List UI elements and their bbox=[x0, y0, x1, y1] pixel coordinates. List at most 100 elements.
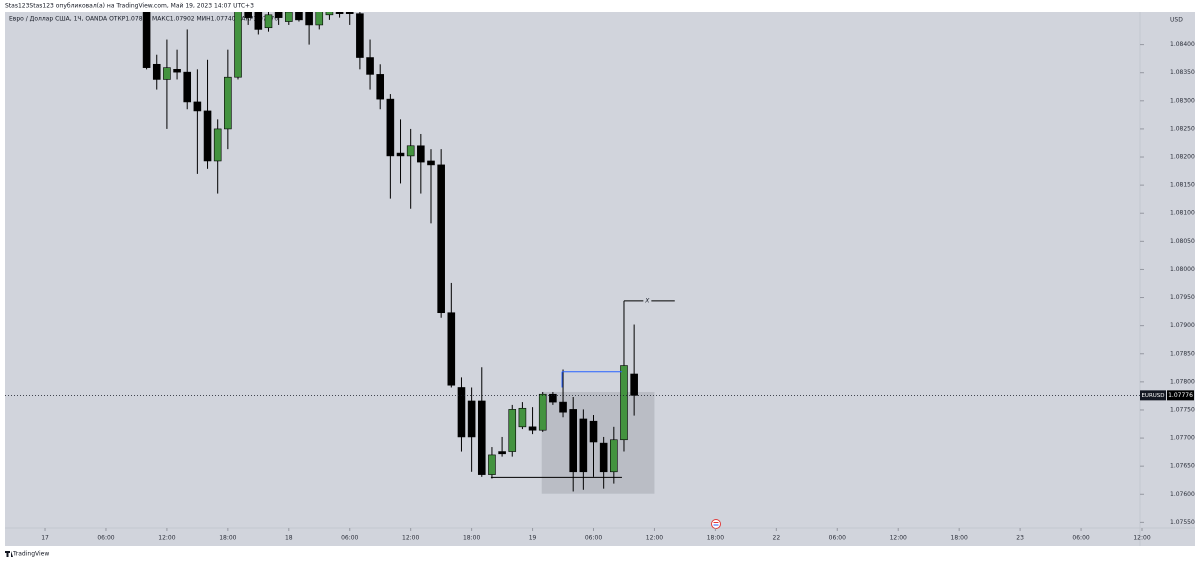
x-tick-label: 12:00 bbox=[890, 535, 907, 542]
candle-body bbox=[549, 393, 557, 403]
candle-body bbox=[447, 312, 456, 386]
logo bbox=[5, 551, 13, 557]
candle-body bbox=[234, 12, 242, 78]
x-tick-label: 06:00 bbox=[341, 535, 358, 542]
x-tick-label: 19 bbox=[529, 535, 537, 542]
candle-body bbox=[325, 12, 334, 16]
candle-body bbox=[274, 12, 283, 18]
x-tick-label: 12:00 bbox=[646, 535, 663, 542]
candle-body bbox=[630, 373, 638, 396]
candle-body bbox=[315, 12, 324, 26]
candle-body bbox=[579, 418, 588, 473]
candle-body bbox=[477, 400, 486, 475]
x-tick-label: 06:00 bbox=[585, 535, 602, 542]
x-tick-label: 18:00 bbox=[219, 535, 236, 542]
y-tick-label: 1.08350 bbox=[1170, 69, 1195, 76]
y-tick-label: 1.07650 bbox=[1170, 463, 1195, 470]
x-tick-label: 18:00 bbox=[951, 535, 968, 542]
candle-body bbox=[427, 160, 435, 166]
candle-body bbox=[599, 442, 608, 473]
symbol-label-bg bbox=[1140, 390, 1166, 401]
price-unit: USD bbox=[1170, 17, 1183, 24]
candle-body bbox=[356, 13, 364, 58]
candle-body bbox=[559, 401, 567, 413]
candle-body bbox=[406, 145, 415, 157]
candle-body bbox=[376, 74, 385, 100]
chart-title: Stas123Stas123 опубликовал(а) на Trading… bbox=[5, 3, 254, 10]
candle-body bbox=[193, 101, 202, 112]
candle-body bbox=[620, 365, 628, 441]
event-flag bbox=[711, 519, 721, 529]
plot: X bbox=[142, 12, 675, 494]
x-tick-label: 12:00 bbox=[402, 535, 419, 542]
zone-rectangle bbox=[541, 391, 655, 494]
candle-body bbox=[569, 409, 577, 473]
candle-body bbox=[173, 69, 181, 73]
candle-body bbox=[284, 12, 293, 22]
y-tick-label: 1.08100 bbox=[1170, 210, 1195, 217]
y-tick-label: 1.07700 bbox=[1170, 435, 1195, 442]
x-tick-label: 06:00 bbox=[829, 535, 846, 542]
candle-body bbox=[386, 98, 395, 157]
annotation-bg bbox=[643, 296, 652, 305]
candle-body bbox=[345, 12, 354, 14]
candle-body bbox=[213, 128, 222, 162]
candle-body bbox=[224, 76, 232, 130]
x-tick-label: 06:00 bbox=[97, 535, 114, 542]
x-tick-label: 18:00 bbox=[463, 535, 480, 542]
candle-body bbox=[396, 152, 405, 157]
candle-body bbox=[142, 12, 151, 68]
candle-body bbox=[437, 164, 445, 314]
candle-body bbox=[163, 67, 171, 80]
y-tick-label: 1.07950 bbox=[1170, 294, 1195, 301]
candle-body bbox=[366, 57, 374, 75]
y-tick-label: 1.08000 bbox=[1170, 266, 1195, 273]
candle-body bbox=[518, 407, 527, 428]
y-tick-label: 1.08200 bbox=[1170, 154, 1195, 161]
candle-body bbox=[335, 12, 344, 14]
x-tick-label: 12:00 bbox=[1133, 535, 1150, 542]
x-tick-label: 17 bbox=[41, 535, 49, 542]
candle-body bbox=[254, 12, 263, 30]
x-tick-label: 23 bbox=[1016, 535, 1024, 542]
candle-body bbox=[528, 426, 537, 431]
candle-body bbox=[457, 387, 466, 438]
y-tick-label: 1.08250 bbox=[1170, 125, 1195, 132]
x-tick-label: 12:00 bbox=[158, 535, 175, 542]
price-label: 1.07776 bbox=[1168, 392, 1193, 399]
x-tick-label: 18 bbox=[285, 535, 293, 542]
y-tick-label: 1.08150 bbox=[1170, 182, 1195, 189]
y-tick-label: 1.07750 bbox=[1170, 406, 1195, 413]
y-tick-label: 1.07850 bbox=[1170, 350, 1195, 357]
event-icon-stripe bbox=[713, 522, 719, 523]
watermark: TradingView bbox=[5, 551, 49, 558]
y-tick-label: 1.07600 bbox=[1170, 491, 1195, 498]
candle-body bbox=[264, 14, 273, 29]
candle-body bbox=[417, 145, 425, 163]
candle-body bbox=[295, 12, 303, 21]
candle-body bbox=[538, 393, 547, 431]
candle-body bbox=[305, 12, 313, 26]
candle-body bbox=[589, 420, 598, 443]
event-icon-stripe bbox=[713, 524, 719, 526]
annotation-text: X bbox=[644, 297, 650, 304]
y-tick-label: 1.07900 bbox=[1170, 322, 1195, 329]
x-tick-label: 06:00 bbox=[1072, 535, 1089, 542]
x-tick-label: 18:00 bbox=[707, 535, 724, 542]
candle-body bbox=[610, 439, 618, 473]
watermark-text: TradingView bbox=[12, 551, 49, 558]
candle-body bbox=[498, 451, 506, 455]
candle-body bbox=[203, 110, 212, 162]
candle-body bbox=[508, 409, 517, 452]
candle-body bbox=[152, 63, 161, 80]
time-axis-background bbox=[5, 528, 1195, 546]
candle-body bbox=[488, 454, 496, 475]
event-icon bbox=[711, 519, 721, 529]
y-tick-label: 1.08050 bbox=[1170, 238, 1195, 245]
y-tick-label: 1.08400 bbox=[1170, 41, 1195, 48]
y-tick-label: 1.07550 bbox=[1170, 519, 1195, 526]
candle-body bbox=[467, 400, 476, 438]
y-tick-label: 1.08300 bbox=[1170, 97, 1195, 104]
price-label-bg bbox=[1167, 390, 1194, 401]
